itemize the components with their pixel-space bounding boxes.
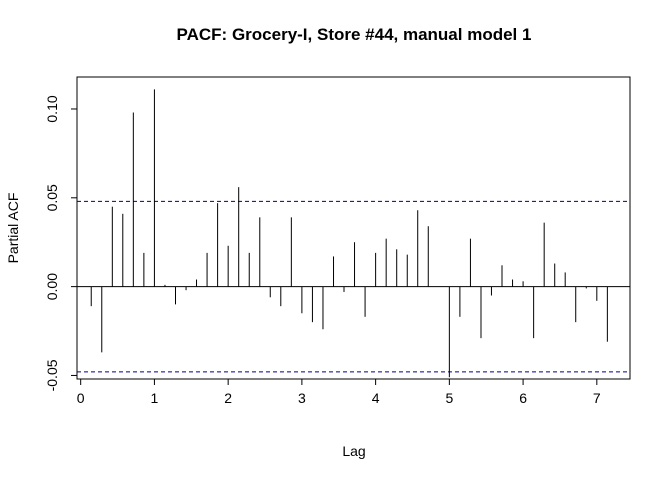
x-tick-label: 6 bbox=[519, 390, 527, 406]
pacf-spikes bbox=[90, 89, 608, 378]
y-tick-label: -0.05 bbox=[44, 359, 60, 391]
y-axis: -0.05 0.00 0.05 0.10 bbox=[44, 95, 77, 391]
x-tick-label: 4 bbox=[372, 390, 380, 406]
x-tick-label: 2 bbox=[224, 390, 232, 406]
y-tick-label: 0.00 bbox=[44, 273, 60, 300]
chart-title: PACF: Grocery-I, Store #44, manual model… bbox=[177, 25, 532, 44]
y-axis-label: Partial ACF bbox=[5, 193, 21, 264]
x-tick-label: 3 bbox=[298, 390, 306, 406]
plot-frame bbox=[76, 76, 631, 380]
x-tick-label: 0 bbox=[77, 390, 85, 406]
x-tick-label: 1 bbox=[151, 390, 159, 406]
x-axis: 0 1 2 3 4 5 6 7 bbox=[77, 379, 601, 406]
y-tick-label: 0.05 bbox=[44, 184, 60, 211]
x-tick-label: 5 bbox=[445, 390, 453, 406]
y-tick-label: 0.10 bbox=[44, 95, 60, 122]
x-tick-label: 7 bbox=[593, 390, 601, 406]
confidence-bounds bbox=[77, 200, 630, 373]
x-axis-label: Lag bbox=[342, 443, 365, 459]
